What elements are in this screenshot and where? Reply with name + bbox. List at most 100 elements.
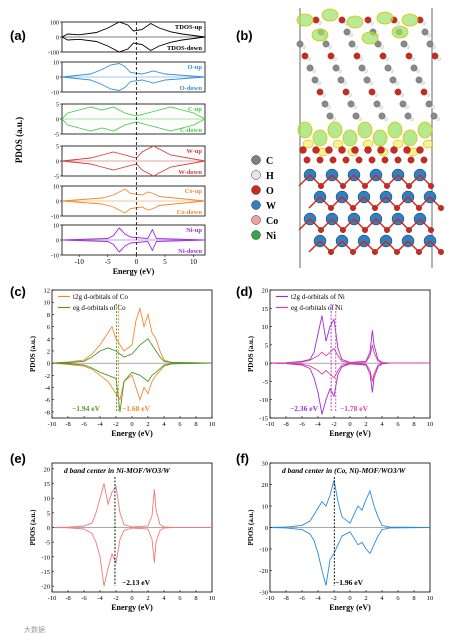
chart-c-ytick-label-1: -6 [45, 397, 51, 404]
chart-e-xtick-label-0: -10 [48, 595, 57, 602]
panel-label-b: (b) [236, 28, 253, 43]
chart-a-xtick-label-1: -5 [105, 258, 111, 266]
chart-a-xtick-label-2: 0 [135, 258, 139, 266]
legend-label-ni: Ni [266, 231, 276, 242]
atom [329, 156, 337, 164]
chart-f-series-down-0 [269, 527, 431, 586]
atom [342, 156, 350, 164]
atom [332, 117, 336, 121]
chart-d-xtick-label-1: -8 [283, 421, 288, 428]
atom [380, 45, 384, 49]
chart-e-xtick-label-8: 6 [178, 595, 182, 602]
atom [420, 156, 428, 164]
atom [355, 156, 363, 164]
atom [317, 81, 321, 85]
panel-label-c: (c) [10, 284, 26, 299]
chart-a-legend-up-1: O-up [188, 64, 203, 71]
atom [368, 156, 376, 164]
chart-e-ytick-label-5: 5 [47, 510, 50, 517]
chart-a-series-down-3 [61, 160, 206, 177]
chart-a-ytick-label-1-1: 0 [56, 76, 59, 82]
chart-f-xtick-label-3: -4 [315, 595, 321, 602]
legend-atom-h [251, 170, 261, 180]
chart-c-ytick-label-8: 8 [47, 312, 50, 319]
legend-label-c: C [266, 156, 273, 167]
legend-label-w: W [266, 201, 276, 212]
chart-e-xtick-label-1: -8 [65, 595, 70, 602]
charge-blob [417, 121, 433, 139]
chart-d-ytick-label-1: -10 [259, 397, 268, 404]
atom [406, 45, 410, 49]
chart-a-xtick-label-3: 5 [163, 258, 167, 266]
atom [428, 227, 434, 233]
charge-blob [357, 121, 373, 139]
chart-f-ytick-label-2: -10 [259, 547, 268, 554]
atom [312, 146, 320, 154]
bond [408, 174, 421, 187]
chart-d-ytick-label-7: 20 [262, 288, 269, 295]
chart-a-legend-down-1: O-down [180, 85, 203, 92]
chart-a-series-down-5 [61, 239, 206, 253]
chart-a-series-up-0 [61, 21, 206, 38]
chart-f-xlabel: Energy (eV) [329, 603, 371, 612]
chart-e-annotation-0: −2.13 eV [122, 578, 151, 587]
chart-c-ytick-label-0: -8 [45, 409, 50, 416]
chart-e-xtick-label-7: 4 [162, 595, 166, 602]
chart-c-xtick-label-5: 0 [130, 421, 133, 428]
chart-e-ylabel: PDOS (a.u.) [29, 509, 37, 546]
atom [358, 64, 366, 72]
chart-c-series-up-0 [51, 306, 213, 364]
chart-d-xtick-label-7: 4 [380, 421, 384, 428]
bond [418, 196, 431, 209]
bond [386, 218, 399, 231]
watermark-text: 大数据 [24, 625, 45, 634]
chart-a-series-up-1 [61, 63, 206, 78]
bond [330, 240, 343, 253]
chart-d-ytick-label-4: 5 [265, 342, 268, 349]
chart-c-series-up-1 [51, 338, 213, 364]
panel-label-f: (f) [236, 451, 249, 466]
atom [370, 21, 374, 25]
bond [298, 218, 311, 231]
atom [416, 69, 420, 73]
bond [418, 240, 431, 253]
chart-c-xtick-label-4: -2 [113, 421, 118, 428]
chart-c-legend-label-1: eg d-orbitals of Co [73, 304, 126, 312]
chart-e-series-down-0 [51, 527, 212, 587]
atom [338, 69, 342, 73]
atom [377, 146, 385, 154]
chart-f-xtick-label-1: -8 [283, 595, 288, 602]
chart-c-series-down-1 [51, 362, 213, 412]
atom [328, 45, 332, 49]
chart-c-ytick-label-3: -2 [45, 373, 50, 380]
chart-a-series-up-3 [61, 145, 206, 162]
chart-c-legend-label-0: t2g d-orbitals of Co [73, 293, 129, 301]
bond [396, 240, 409, 253]
atom [405, 105, 409, 109]
atom [399, 100, 407, 108]
chart-e-xtick-label-2: -6 [81, 595, 87, 602]
chart-e-xtick-label-3: -4 [97, 595, 103, 602]
charge-blob [302, 139, 314, 149]
atom [369, 81, 373, 85]
atom [364, 146, 372, 154]
atom [303, 156, 311, 164]
atom [430, 112, 438, 120]
chart-a: -1000100TDOS-upTDOS-down-10010O-upO-down… [14, 21, 206, 276]
atom [421, 81, 425, 85]
atom [378, 112, 386, 120]
charge-blob [387, 121, 403, 139]
chart-e-xtick-label-5: 0 [130, 595, 133, 602]
chart-d-xtick-label-2: -6 [299, 421, 305, 428]
chart-c-xtick-label-7: 4 [162, 421, 166, 428]
chart-e-ytick-label-4: 0 [47, 525, 50, 532]
chart-a-legend-down-3: W-down [178, 169, 202, 176]
atom [379, 105, 383, 109]
atom [311, 76, 319, 84]
panel-label-e: (e) [10, 451, 26, 466]
bond [386, 174, 399, 187]
atom [325, 146, 333, 154]
legend-atom-co [251, 215, 261, 225]
chart-d-ytick-label-5: 10 [262, 324, 269, 331]
